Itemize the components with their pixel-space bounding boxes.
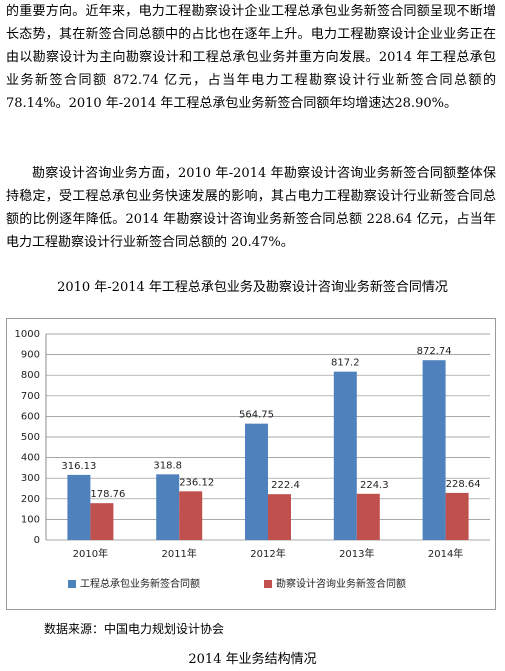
bar (445, 492, 469, 540)
y-tick-label: 200 (21, 494, 40, 505)
x-tick-label: 2010年 (73, 547, 108, 560)
data-label: 236.12 (179, 477, 214, 488)
bar (90, 503, 114, 540)
figure-caption: 2010 年-2014 年工程总承包业务及勘察设计咨询业务新签合同情况 (57, 280, 448, 295)
y-tick-label: 500 (21, 432, 40, 443)
source-note: 数据来源：中国电力规划设计协会 (44, 622, 225, 636)
chart: 0 100 200 300 400 500 600 700 800 900 1000 2010年 316… (6, 318, 496, 610)
y-tick-label: 0 (34, 535, 40, 546)
legend-swatch (264, 580, 272, 588)
section-caption: 2014 年业务结构情况 (188, 652, 317, 667)
x-tick-label: 2012年 (250, 547, 285, 560)
paragraph: 的重要方向。近年来，电力工程勘察设计企业工程总承包业务新签合同额呈现不断增长态势… (6, 4, 496, 111)
bar (422, 360, 446, 540)
data-label: 817.2 (331, 358, 360, 369)
y-tick-label: 900 (21, 350, 40, 361)
y-tick-label: 100 (21, 514, 40, 525)
paragraph: 勘察设计咨询业务方面，2010 年-2014 年勘察设计咨询业务新签合同额整体保… (6, 166, 496, 250)
data-label: 178.76 (90, 489, 125, 500)
data-label: 222.4 (271, 480, 300, 491)
data-label: 316.13 (61, 461, 96, 472)
bar (333, 371, 357, 540)
x-tick-label: 2013年 (339, 547, 374, 560)
data-label: 224.3 (360, 480, 389, 491)
data-label: 228.64 (446, 479, 481, 490)
legend-label: 勘察设计咨询业务新签合同额 (276, 577, 406, 590)
legend-label: 工程总承包业务新签合同额 (80, 577, 200, 590)
y-tick-label: 700 (21, 391, 40, 402)
bar (356, 493, 380, 540)
bar (156, 474, 180, 540)
data-label: 872.74 (417, 346, 452, 357)
data-label: 318.8 (153, 460, 182, 471)
bar (245, 423, 268, 540)
y-tick-label: 600 (21, 411, 40, 422)
y-tick-label: 300 (21, 473, 40, 484)
bar (179, 491, 203, 540)
y-tick-label: 800 (21, 370, 40, 381)
x-tick-label: 2014年 (428, 547, 463, 560)
bar (67, 474, 91, 540)
bar (268, 494, 291, 540)
y-tick-label: 1000 (15, 329, 40, 340)
x-tick-label: 2011年 (161, 547, 196, 560)
data-label: 564.75 (239, 410, 274, 421)
legend-swatch (68, 580, 76, 588)
y-tick-label: 400 (21, 453, 40, 464)
